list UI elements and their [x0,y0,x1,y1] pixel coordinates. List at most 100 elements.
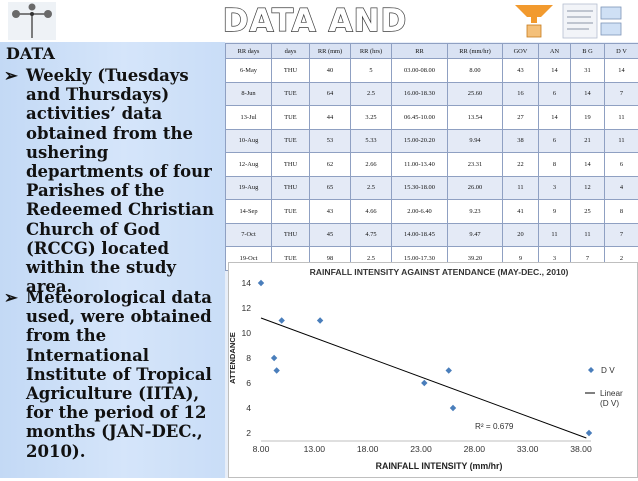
legend-marker-icon [588,367,594,373]
table-cell: THU [272,223,310,247]
data-point [317,317,323,323]
section-heading: DATA [6,44,55,63]
table-cell: 11 [571,223,605,247]
y-tick-label: 8 [246,353,251,363]
data-process-diagram-icon [505,1,625,43]
table-cell: 9.23 [448,200,503,224]
table-cell: 2.66 [351,153,392,177]
table-cell: 19-Aug [226,176,272,200]
table-cell: 11 [605,129,638,153]
trendline [261,318,586,438]
column-header: RR days [226,44,272,59]
table-cell: 6 [539,82,571,106]
table-cell: 03.00-08.00 [392,59,448,83]
table-cell: 38 [503,129,539,153]
table-cell: 12-Aug [226,153,272,177]
chart-svg: RAINFALL INTENSITY AGAINST ATENDANCE (MA… [229,263,637,477]
table-cell: 6 [539,129,571,153]
table-cell: 5 [351,59,392,83]
table-cell: 14 [571,153,605,177]
table-cell: 11.00-13.40 [392,153,448,177]
table-cell: 11 [503,176,539,200]
column-header: RR (mm/hr) [448,44,503,59]
column-header: RR [392,44,448,59]
table-cell: 62 [310,153,351,177]
table-cell: 7 [605,82,638,106]
column-header: days [272,44,310,59]
table-cell: 11 [605,106,638,130]
bullet-arrow-icon: ➢ [4,288,24,307]
table-cell: 14.00-18.45 [392,223,448,247]
slide-header: DATA AND ANALYSIS [0,0,638,42]
table-cell: 15.30-18.00 [392,176,448,200]
bullet-arrow-icon: ➢ [4,66,24,85]
table-cell: 23.31 [448,153,503,177]
x-tick-label: 38.00 [570,444,592,454]
data-point [273,367,279,373]
table-cell: 27 [503,106,539,130]
column-header: RR (hrs) [351,44,392,59]
column-header: B G [571,44,605,59]
y-tick-label: 6 [246,378,251,388]
table-cell: THU [272,176,310,200]
chart-title: RAINFALL INTENSITY AGAINST ATENDANCE (MA… [310,267,569,277]
data-point [586,430,592,436]
table-cell: 13-Jul [226,106,272,130]
table-cell: 06.45-10.00 [392,106,448,130]
table-cell: 8-Jun [226,82,272,106]
column-header: GOV [503,44,539,59]
table-cell: 8.00 [448,59,503,83]
y-tick-label: 14 [241,278,251,288]
column-header: RR (mm) [310,44,351,59]
table-cell: 25.60 [448,82,503,106]
table-cell: 2.5 [351,176,392,200]
x-tick-label: 8.00 [253,444,270,454]
table-cell: THU [272,59,310,83]
table-cell: 64 [310,82,351,106]
table-cell: 8 [539,153,571,177]
table-cell: 21 [571,129,605,153]
table-cell: 22 [503,153,539,177]
r-squared-label: R² = 0.679 [475,422,514,431]
x-tick-label: 18.00 [357,444,379,454]
table-cell: TUE [272,200,310,224]
bullet-text: Weekly (Tuesdays and Thursdays) activiti… [26,66,226,296]
table-cell: THU [272,153,310,177]
data-point [258,280,264,286]
table-cell: 4.66 [351,200,392,224]
table-cell: 14-Sep [226,200,272,224]
data-point [450,405,456,411]
table-cell: 44 [310,106,351,130]
column-header: AN [539,44,571,59]
bullet-text: Meteorological data used, were obtained … [26,288,226,461]
table-cell: TUE [272,129,310,153]
x-tick-label: 33.00 [517,444,539,454]
table-cell: 7 [605,223,638,247]
y-tick-label: 12 [241,303,251,313]
table-cell: 31 [571,59,605,83]
table-cell: 20 [503,223,539,247]
table-cell: 9 [539,200,571,224]
table-cell: 53 [310,129,351,153]
data-point [271,355,277,361]
table-cell: 14 [571,82,605,106]
table-cell: 43 [310,200,351,224]
table-cell: 12 [571,176,605,200]
table-cell: 10-Aug [226,129,272,153]
table-cell: 4 [605,176,638,200]
table-cell: 16 [503,82,539,106]
table-cell: 8 [605,200,638,224]
table-cell: 5.33 [351,129,392,153]
data-point [421,380,427,386]
x-tick-label: 13.00 [304,444,326,454]
column-header: D V [605,44,638,59]
data-point [446,367,452,373]
y-tick-label: 10 [241,328,251,338]
y-axis-label: ATTENDANCE [229,332,237,384]
